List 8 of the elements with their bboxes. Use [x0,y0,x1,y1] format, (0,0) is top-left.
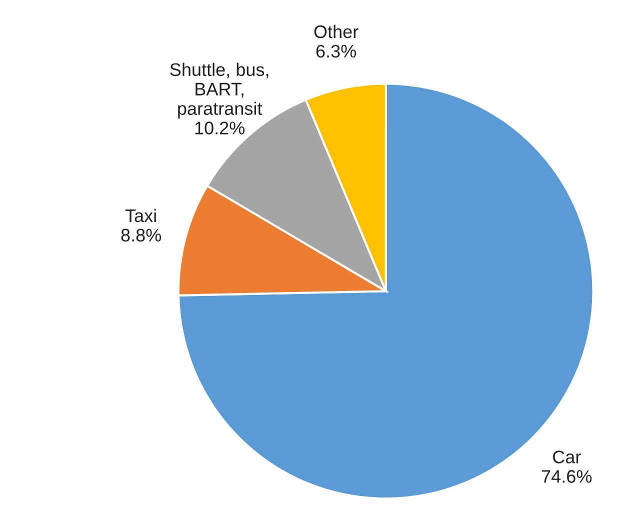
data-label: 74.6% [542,470,592,483]
slice-label: Other [314,24,358,38]
data-label: 6.3% [316,44,356,58]
slice-label: Car [553,450,581,464]
data-label: 8.8% [121,228,162,242]
slice-label: Shuttle, bus, BART, paratransit [170,62,268,119]
slice-label: Taxi [125,208,156,222]
data-label: 10.2% [195,122,245,134]
